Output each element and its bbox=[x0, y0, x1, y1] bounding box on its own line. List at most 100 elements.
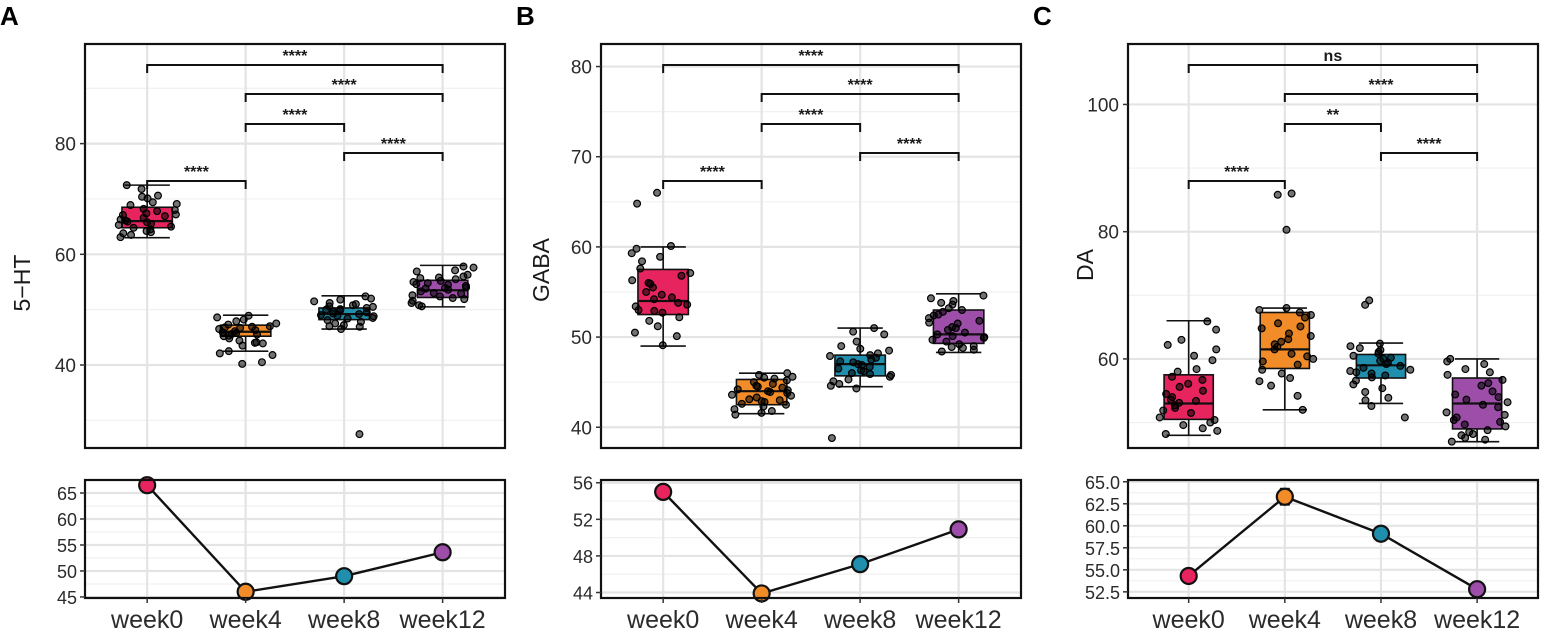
trend-point-week0 bbox=[654, 482, 673, 501]
data-point bbox=[250, 338, 259, 347]
data-point bbox=[926, 294, 935, 303]
data-point bbox=[232, 317, 241, 326]
data-point bbox=[737, 399, 746, 408]
data-point bbox=[239, 315, 248, 324]
data-point bbox=[429, 289, 438, 298]
data-point bbox=[224, 347, 233, 356]
data-point bbox=[1192, 365, 1201, 374]
data-point bbox=[728, 390, 737, 399]
trend-y-tick-label: 55 bbox=[57, 536, 77, 556]
data-point bbox=[632, 244, 641, 253]
data-point bbox=[1400, 413, 1409, 422]
trend-point-week4 bbox=[1275, 487, 1294, 506]
data-point bbox=[1494, 403, 1503, 412]
data-point bbox=[1375, 339, 1384, 348]
comparison-bracket bbox=[662, 64, 960, 73]
data-point bbox=[1494, 393, 1503, 402]
data-point bbox=[1293, 391, 1302, 400]
points-week12 bbox=[407, 262, 478, 311]
data-point bbox=[827, 434, 836, 443]
trend-y-tick-label: 62.5 bbox=[1085, 495, 1120, 515]
data-point bbox=[355, 322, 364, 331]
data-point bbox=[677, 271, 686, 280]
data-point bbox=[880, 330, 889, 339]
data-point bbox=[1287, 189, 1296, 198]
data-point bbox=[1384, 393, 1393, 402]
data-point bbox=[1382, 360, 1391, 369]
data-point bbox=[1488, 387, 1497, 396]
data-point bbox=[1186, 409, 1195, 418]
data-point bbox=[630, 328, 639, 337]
data-point bbox=[1212, 325, 1221, 334]
data-point bbox=[658, 341, 667, 350]
data-point bbox=[1361, 396, 1370, 405]
comparison-bracket bbox=[760, 93, 960, 102]
data-point bbox=[870, 324, 879, 333]
data-point bbox=[857, 366, 866, 375]
data-point bbox=[653, 188, 662, 197]
trend-point-week0 bbox=[138, 476, 157, 495]
data-point bbox=[937, 347, 946, 356]
data-point bbox=[1203, 317, 1212, 326]
significance-label: **** bbox=[381, 136, 407, 153]
data-point bbox=[1460, 420, 1469, 429]
points-week4 bbox=[1255, 189, 1318, 414]
data-point bbox=[837, 342, 846, 351]
data-point bbox=[1496, 417, 1505, 426]
data-point bbox=[634, 306, 643, 315]
data-point bbox=[1179, 421, 1188, 430]
y-tick-label: 60 bbox=[55, 245, 76, 266]
data-point bbox=[672, 332, 681, 341]
grid bbox=[601, 44, 1021, 448]
significance-label: **** bbox=[798, 48, 824, 65]
data-point bbox=[1449, 416, 1458, 425]
data-point bbox=[461, 281, 470, 290]
data-point bbox=[129, 223, 138, 232]
y-tick-label: 40 bbox=[571, 418, 592, 439]
trend-y-tick-label: 65.0 bbox=[1085, 473, 1120, 493]
trend-point-week8 bbox=[335, 567, 354, 586]
panel-A: A **** **** **** **** **** 40 60 80 5−HT 45 50 55 60 6… bbox=[0, 1, 507, 634]
significance-label: **** bbox=[1417, 136, 1443, 153]
trend-y-tick-label: 52.5 bbox=[1085, 583, 1120, 603]
y-tick-label: 50 bbox=[571, 328, 592, 349]
grid bbox=[85, 44, 505, 448]
panel-letter: A bbox=[0, 1, 19, 31]
data-point bbox=[1461, 365, 1470, 374]
data-point bbox=[265, 322, 274, 331]
y-axis-label: GABA bbox=[528, 237, 554, 302]
data-point bbox=[757, 408, 766, 417]
data-point bbox=[1480, 360, 1489, 369]
points-week0 bbox=[114, 181, 181, 242]
data-point bbox=[460, 295, 469, 304]
data-point bbox=[1484, 379, 1493, 388]
data-point bbox=[213, 313, 222, 322]
data-point bbox=[1175, 382, 1184, 391]
trend-y-tick-label: 57.5 bbox=[1085, 539, 1120, 559]
y-tick-label: 80 bbox=[55, 135, 76, 156]
panel-C: Cns**************6080100DA52.555.057.560… bbox=[1033, 1, 1540, 634]
trend-point-week12 bbox=[949, 520, 968, 539]
x-tick-label: week12 bbox=[915, 606, 1002, 634]
data-point bbox=[947, 343, 956, 352]
trend-y-tick-label: 44 bbox=[573, 584, 593, 604]
data-point bbox=[1267, 381, 1276, 390]
data-point bbox=[1184, 379, 1193, 388]
data-point bbox=[767, 407, 776, 416]
points-week12 bbox=[1442, 354, 1512, 446]
data-point bbox=[1210, 416, 1219, 425]
data-point bbox=[628, 276, 637, 285]
data-point bbox=[351, 300, 360, 309]
panel-B: B **** **** **** **** **** 40 50 60 70 80 GABA 44 48 5… bbox=[516, 1, 1023, 634]
data-point bbox=[1258, 365, 1267, 374]
trend-panel-frame bbox=[1126, 478, 1540, 600]
data-point bbox=[856, 344, 865, 353]
trend-y-tick-label: 60.0 bbox=[1085, 517, 1120, 537]
data-point bbox=[844, 375, 853, 384]
data-point bbox=[733, 385, 742, 394]
data-point bbox=[1213, 426, 1222, 435]
data-point bbox=[1346, 342, 1355, 351]
trend-point-week12 bbox=[433, 543, 452, 562]
points-week8 bbox=[825, 324, 896, 443]
data-point bbox=[1500, 410, 1509, 419]
